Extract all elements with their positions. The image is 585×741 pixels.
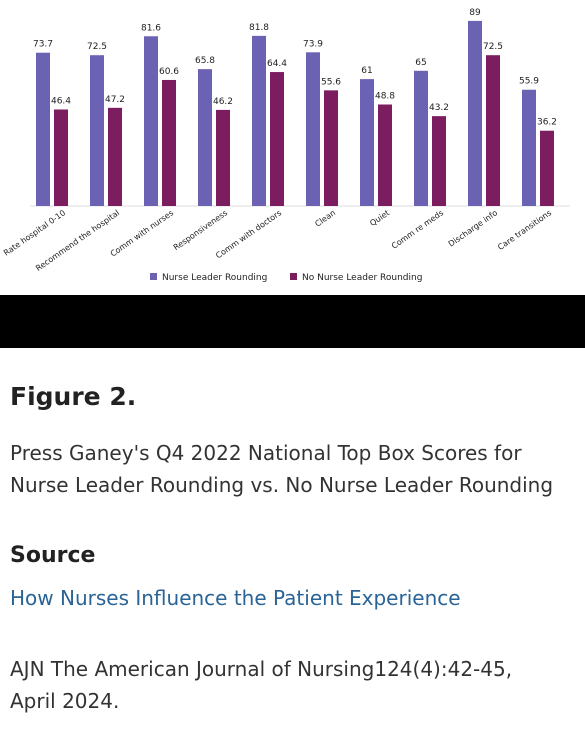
x-tick-label: Responsiveness — [172, 208, 229, 252]
value-label: 61 — [361, 66, 372, 76]
bar — [252, 35, 266, 206]
bar — [414, 70, 428, 206]
value-label: 46.4 — [51, 96, 71, 106]
x-tick-label: Quiet — [368, 208, 391, 228]
bar — [486, 55, 500, 207]
x-tick-label: Care transitions — [496, 208, 553, 252]
bar — [378, 104, 392, 206]
bar — [360, 79, 374, 206]
citation: AJN The American Journal of Nursing124(4… — [10, 657, 513, 713]
bar — [216, 109, 230, 206]
bar — [306, 52, 320, 207]
bar — [36, 52, 50, 207]
x-tick-label: Clean — [313, 208, 337, 228]
value-label: 65 — [415, 58, 426, 68]
bar — [144, 36, 158, 206]
bar — [108, 107, 122, 206]
value-label: 43.2 — [429, 103, 449, 113]
value-label: 81.6 — [141, 23, 161, 33]
value-label: 55.6 — [321, 77, 341, 87]
value-label: 89 — [469, 8, 481, 18]
figure-caption: Press Ganey's Q4 2022 National Top Box S… — [10, 441, 554, 497]
value-label: 46.2 — [213, 97, 233, 107]
bar — [432, 116, 446, 206]
value-label: 65.8 — [195, 56, 215, 66]
bar — [540, 130, 554, 206]
legend-label: Nurse Leader Rounding — [162, 273, 267, 283]
bar — [324, 90, 338, 206]
bar — [90, 55, 104, 207]
value-label: 47.2 — [105, 95, 125, 105]
bar — [198, 69, 212, 206]
value-label: 60.6 — [159, 67, 179, 77]
value-label: 36.2 — [537, 118, 557, 128]
black-band — [0, 295, 585, 348]
x-tick-label: Discharge info — [447, 208, 499, 248]
source-heading: Source — [10, 543, 96, 568]
value-label: 64.4 — [267, 59, 287, 69]
bar — [54, 109, 68, 206]
value-label: 48.8 — [375, 91, 395, 101]
bar — [270, 72, 284, 206]
value-label: 73.7 — [33, 40, 53, 50]
legend-swatch — [290, 273, 297, 280]
value-label: 55.9 — [519, 77, 539, 87]
value-label: 81.8 — [249, 23, 269, 33]
legend-label: No Nurse Leader Rounding — [302, 273, 422, 283]
bar — [468, 20, 482, 206]
value-label: 72.5 — [87, 42, 107, 52]
value-label: 73.9 — [303, 39, 323, 49]
legend-swatch — [150, 273, 157, 280]
value-label: 72.5 — [483, 42, 503, 52]
x-tick-label: Comm re meds — [390, 208, 445, 250]
figure-label: Figure 2. — [10, 382, 137, 411]
source-link[interactable]: How Nurses Influence the Patient Experie… — [10, 586, 461, 610]
bar — [522, 89, 536, 206]
bar — [162, 79, 176, 206]
